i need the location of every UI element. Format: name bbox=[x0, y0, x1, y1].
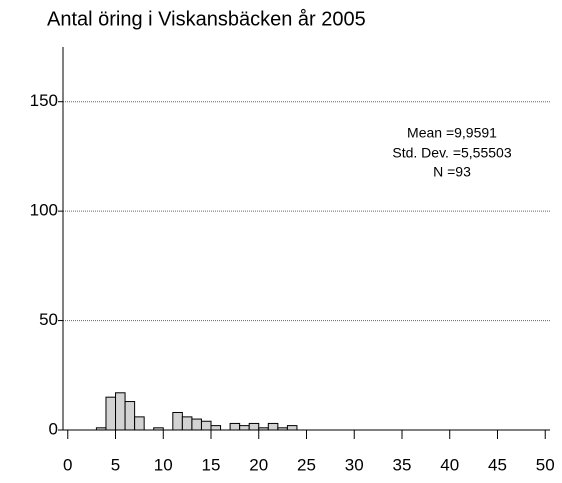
bar bbox=[229, 422, 241, 431]
x-tick-label: 5 bbox=[111, 455, 120, 474]
chart-title: Antal öring i Viskansbäcken år 2005 bbox=[47, 8, 366, 30]
y-tick-label: 100 bbox=[30, 201, 58, 220]
bar bbox=[200, 420, 212, 431]
annotation: Std. Dev. =5,55503 bbox=[392, 145, 511, 161]
x-tick-label: 25 bbox=[297, 455, 316, 474]
bar bbox=[124, 401, 136, 431]
x-tick-label: 45 bbox=[488, 455, 507, 474]
annotation: N =93 bbox=[433, 164, 471, 180]
x-tick-label: 10 bbox=[154, 455, 173, 474]
bar bbox=[248, 422, 260, 431]
bar bbox=[267, 422, 279, 431]
y-tick-label: 150 bbox=[30, 91, 58, 110]
bar bbox=[210, 425, 222, 431]
x-tick-label: 30 bbox=[345, 455, 364, 474]
x-tick-label: 35 bbox=[393, 455, 412, 474]
x-tick-label: 15 bbox=[202, 455, 221, 474]
bar bbox=[172, 411, 183, 431]
y-tick-label: 0 bbox=[49, 419, 58, 438]
bar bbox=[286, 425, 298, 431]
bar bbox=[181, 416, 193, 431]
x-tick-label: 20 bbox=[249, 455, 268, 474]
y-tick-label: 50 bbox=[39, 310, 58, 329]
x-tick-label: 50 bbox=[536, 455, 555, 474]
bar bbox=[115, 392, 126, 431]
x-tick-label: 0 bbox=[63, 455, 72, 474]
bar bbox=[239, 425, 250, 431]
bar bbox=[134, 416, 145, 431]
x-tick-label: 40 bbox=[440, 455, 459, 474]
annotation: Mean =9,9591 bbox=[407, 125, 497, 141]
bar bbox=[105, 396, 117, 431]
bar bbox=[191, 418, 202, 431]
